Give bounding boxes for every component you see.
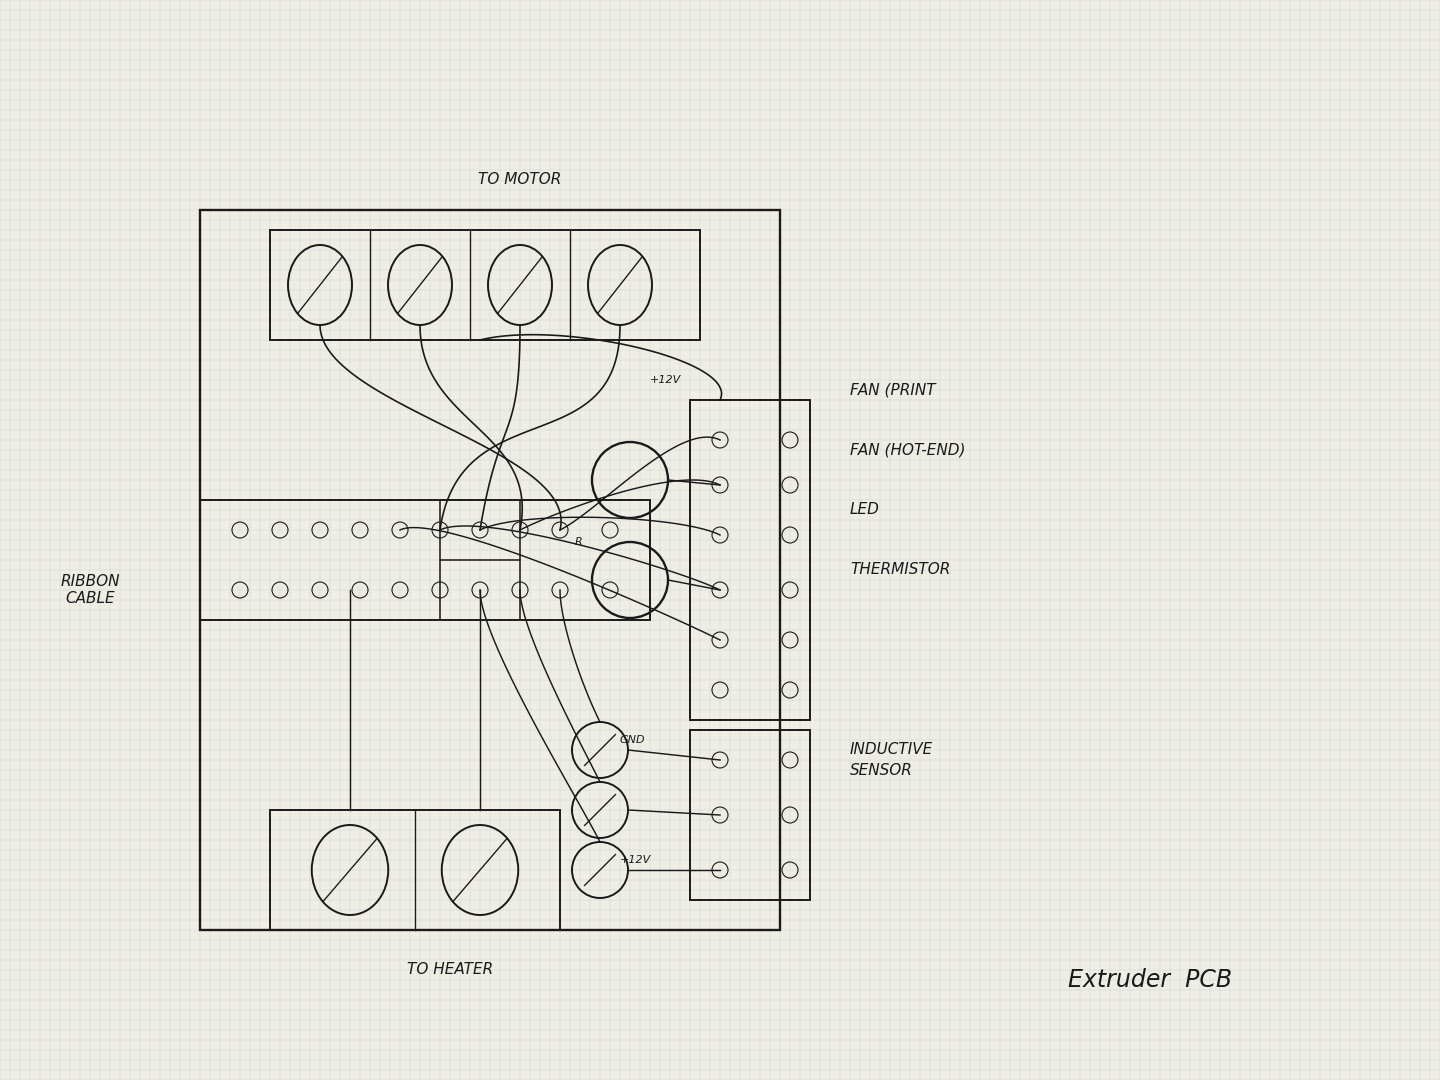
Text: TO HEATER: TO HEATER [408,962,492,977]
Bar [690,730,809,900]
Text: RIBBON
CABLE: RIBBON CABLE [60,573,120,606]
Text: Extruder  PCB: Extruder PCB [1068,968,1233,993]
Text: FAN (HOT-END): FAN (HOT-END) [850,443,965,458]
Text: +12V: +12V [649,375,681,384]
Text: LED: LED [850,502,880,517]
Bar [200,500,649,620]
Bar [271,810,560,930]
Text: TO MOTOR: TO MOTOR [478,173,562,188]
Text: FAN (PRINT: FAN (PRINT [850,382,936,397]
Bar [271,230,700,340]
Text: GND: GND [621,735,645,745]
Text: R: R [575,537,583,546]
Bar [690,400,809,720]
Text: THERMISTOR: THERMISTOR [850,563,950,578]
Text: INDUCTIVE
SENSOR: INDUCTIVE SENSOR [850,742,933,778]
Bar [200,210,780,930]
Text: +12V: +12V [621,855,651,865]
